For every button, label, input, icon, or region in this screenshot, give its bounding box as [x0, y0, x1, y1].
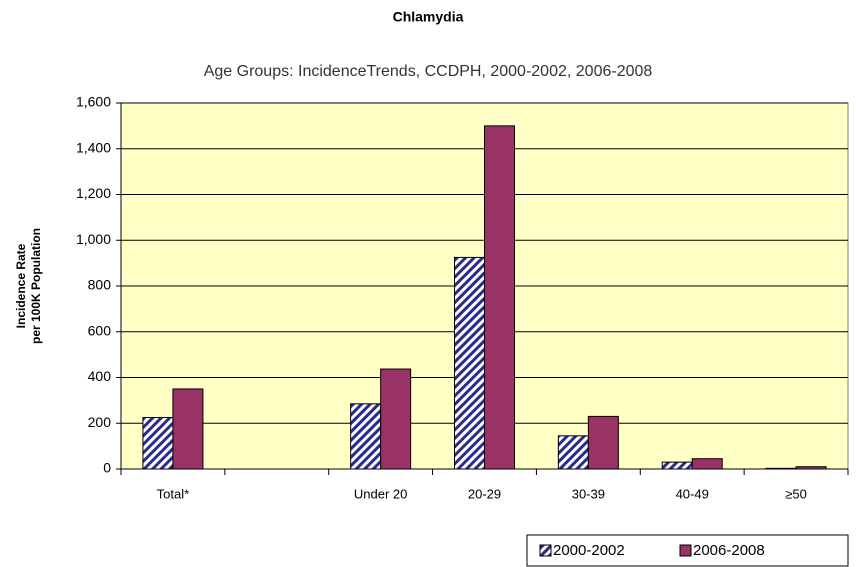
y-tick-label: 1,000 — [76, 231, 111, 247]
y-tick-label: 1,200 — [76, 185, 111, 201]
bar — [587, 415, 619, 470]
x-tick-label: 30-39 — [572, 486, 605, 501]
x-tick-label: ≥50 — [785, 486, 807, 501]
bar — [172, 388, 204, 470]
bar — [380, 368, 412, 470]
x-tick-label: 40-49 — [676, 486, 709, 501]
bar — [142, 417, 174, 470]
y-tick-label: 1,600 — [76, 94, 111, 110]
chart-subtitle: Age Groups: IncidenceTrends, CCDPH, 2000… — [204, 63, 653, 80]
y-tick-label: 400 — [88, 368, 112, 384]
y-tick-label: 200 — [88, 414, 112, 430]
bar — [691, 458, 723, 470]
chart-title: Chlamydia — [393, 9, 464, 25]
y-axis-label: Incidence Rate — [14, 243, 28, 328]
x-tick-label: Under 20 — [354, 486, 407, 501]
bar — [454, 256, 485, 470]
bar — [661, 461, 693, 470]
bar — [350, 403, 382, 470]
legend-swatch — [539, 544, 552, 557]
bar — [484, 125, 515, 470]
legend-label: 2000-2002 — [553, 542, 625, 559]
y-tick-label: 1,400 — [76, 139, 111, 155]
bar — [557, 435, 589, 470]
x-tick-label: Total* — [157, 486, 190, 501]
y-axis-label: per 100K Population — [29, 228, 43, 344]
y-tick-label: 0 — [103, 460, 111, 476]
y-tick-label: 800 — [88, 277, 112, 293]
legend-swatch — [679, 544, 692, 557]
y-tick-label: 600 — [88, 322, 112, 338]
legend-label: 2006-2008 — [693, 542, 765, 559]
x-tick-label: 20-29 — [468, 486, 501, 501]
